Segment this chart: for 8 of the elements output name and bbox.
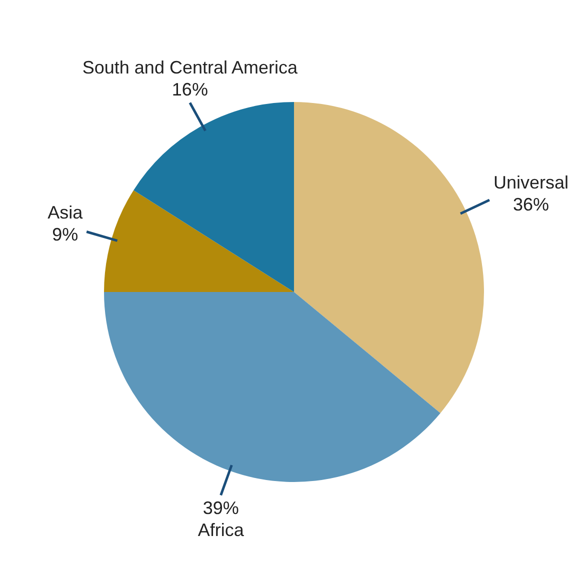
slice-label: Universal xyxy=(493,172,568,192)
slice-label: Africa xyxy=(198,520,245,540)
slice-label: Asia xyxy=(48,202,84,222)
slice-label: South and Central America xyxy=(82,58,298,78)
data-label: 39% xyxy=(202,498,239,518)
data-label: 9% xyxy=(52,224,78,244)
data-label: 16% xyxy=(172,80,208,100)
data-label: 36% xyxy=(512,194,549,214)
